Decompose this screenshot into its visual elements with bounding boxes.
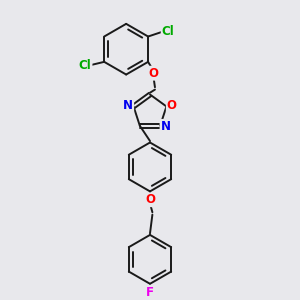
Text: Cl: Cl <box>79 59 92 72</box>
Text: Cl: Cl <box>162 25 174 38</box>
Text: O: O <box>148 67 158 80</box>
Text: F: F <box>146 286 154 299</box>
Text: N: N <box>160 120 170 133</box>
Text: O: O <box>146 193 156 206</box>
Text: O: O <box>167 99 177 112</box>
Text: N: N <box>123 99 133 112</box>
